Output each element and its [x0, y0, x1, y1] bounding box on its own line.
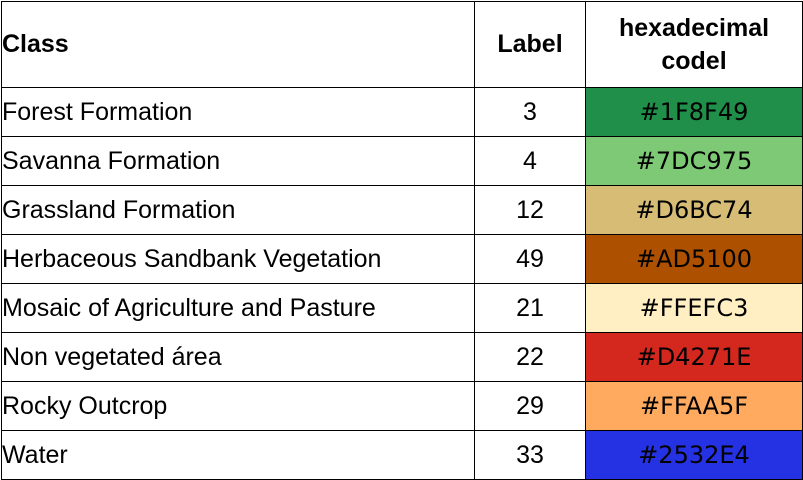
table-row: Herbaceous Sandbank Vegetation 49 #AD510… — [1, 234, 803, 284]
header-hex-line1: hexadecimal — [618, 13, 770, 42]
label-cell: 12 — [474, 185, 586, 235]
table-row: Rocky Outcrop 29 #FFAA5F — [1, 381, 803, 431]
header-hex-code: hexadecimal codel — [585, 1, 803, 88]
header-hex-line2: codel — [661, 46, 727, 75]
label-cell: 49 — [474, 234, 586, 284]
label-cell: 21 — [474, 283, 586, 333]
table-row: Mosaic of Agriculture and Pasture 21 #FF… — [1, 283, 803, 333]
label-cell: 33 — [474, 430, 586, 480]
class-cell: Savanna Formation — [1, 136, 475, 186]
hex-swatch-cell: #FFAA5F — [585, 381, 803, 431]
label-cell: 22 — [474, 332, 586, 382]
label-cell: 4 — [474, 136, 586, 186]
class-cell: Non vegetated área — [1, 332, 475, 382]
hex-swatch-cell: #7DC975 — [585, 136, 803, 186]
class-cell: Water — [1, 430, 475, 480]
table-row: Non vegetated área 22 #D4271E — [1, 332, 803, 382]
table-row: Grassland Formation 12 #D6BC74 — [1, 185, 803, 235]
table-row: Savanna Formation 4 #7DC975 — [1, 136, 803, 186]
class-cell: Forest Formation — [1, 87, 475, 137]
header-label: Label — [474, 1, 586, 88]
class-cell: Herbaceous Sandbank Vegetation — [1, 234, 475, 284]
hex-swatch-cell: #AD5100 — [585, 234, 803, 284]
header-row: Class Label hexadecimal codel — [1, 1, 803, 88]
table-row: Forest Formation 3 #1F8F49 — [1, 87, 803, 137]
table-row: Water 33 #2532E4 — [1, 430, 803, 480]
hex-swatch-cell: #D6BC74 — [585, 185, 803, 235]
hex-swatch-cell: #2532E4 — [585, 430, 803, 480]
label-cell: 29 — [474, 381, 586, 431]
hex-swatch-cell: #FFEFC3 — [585, 283, 803, 333]
hex-swatch-cell: #1F8F49 — [585, 87, 803, 137]
class-cell: Grassland Formation — [1, 185, 475, 235]
legend-body: Forest Formation 3 #1F8F49 Savanna Forma… — [1, 87, 803, 480]
label-cell: 3 — [474, 87, 586, 137]
class-cell: Rocky Outcrop — [1, 381, 475, 431]
header-class: Class — [1, 1, 475, 88]
class-cell: Mosaic of Agriculture and Pasture — [1, 283, 475, 333]
hex-swatch-cell: #D4271E — [585, 332, 803, 382]
